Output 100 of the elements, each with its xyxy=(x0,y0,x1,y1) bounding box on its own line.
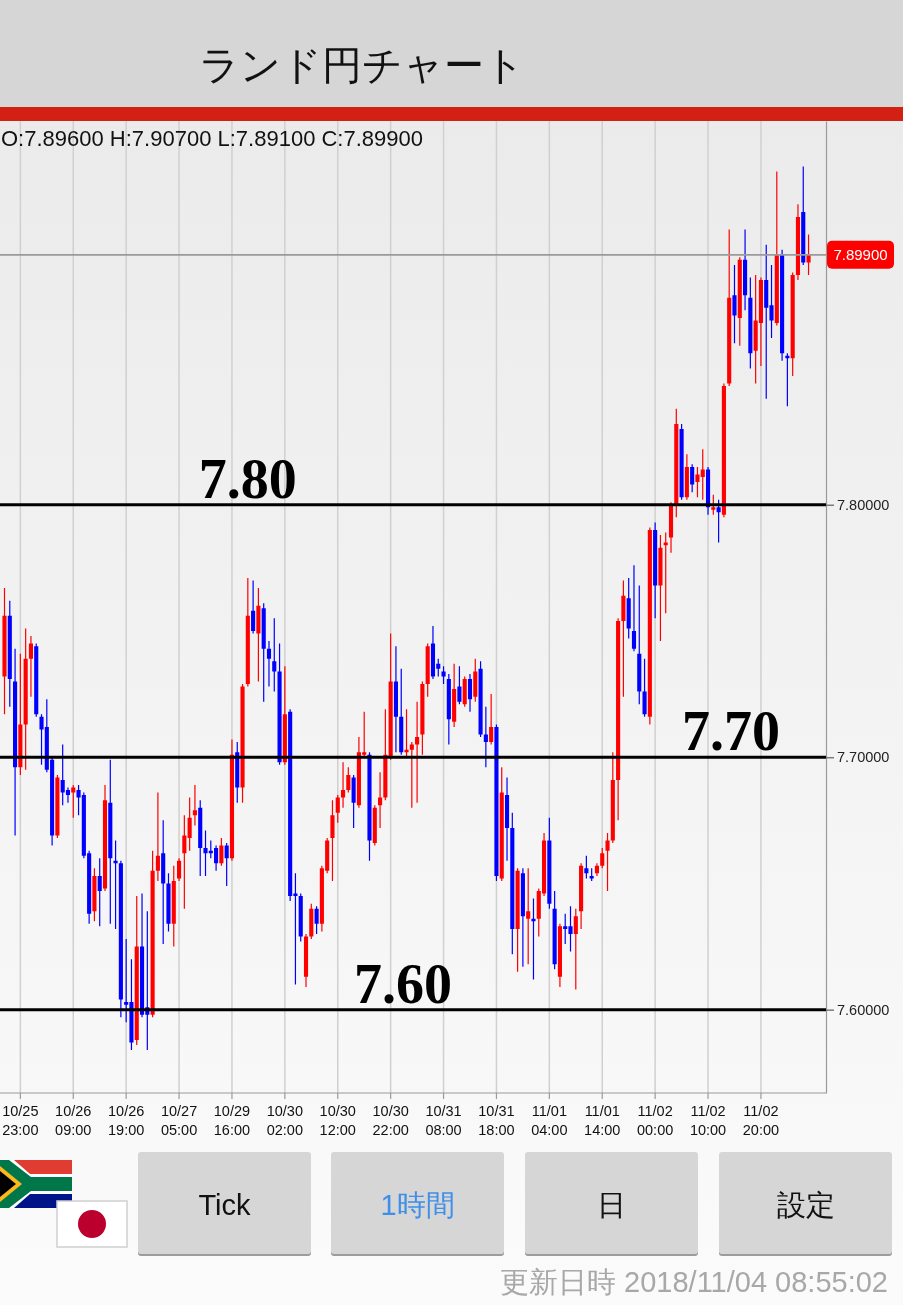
candlestick xyxy=(150,850,155,1018)
candlestick xyxy=(573,908,578,990)
candlestick xyxy=(266,641,272,687)
x-tick-label: 11/01 04:00 xyxy=(531,1103,568,1138)
y-tick-label: 7.80000 xyxy=(837,496,890,513)
candlestick xyxy=(668,502,674,553)
candlestick xyxy=(97,858,102,927)
candlestick xyxy=(478,661,483,738)
x-tick-label: 10/25 23:00 xyxy=(2,1103,39,1138)
candlestick xyxy=(372,805,377,846)
candlestick xyxy=(732,264,737,344)
chart-subtitle: O:7.89600 H:7.90700 L:7.89100 C:7.89900 xyxy=(1,126,424,151)
candlestick xyxy=(674,408,679,518)
candlestick xyxy=(504,777,510,861)
ref-line-label: 7.80 xyxy=(198,447,297,510)
candlestick xyxy=(23,628,28,770)
x-tick-label: 10/31 18:00 xyxy=(478,1103,515,1138)
x-tick-label: 11/02 20:00 xyxy=(742,1103,780,1138)
x-tick-label: 10/30 12:00 xyxy=(319,1103,356,1138)
candlestick xyxy=(430,625,436,679)
x-tick-label: 10/29 16:00 xyxy=(213,1103,251,1138)
text: 設定 xyxy=(776,1189,835,1221)
candlestick xyxy=(774,171,779,326)
x-tick-label: 10/30 22:00 xyxy=(372,1103,409,1138)
candlestick xyxy=(446,673,451,745)
candlestick xyxy=(240,684,245,803)
candlestick xyxy=(34,643,39,717)
candlestick xyxy=(494,724,499,881)
candlestick xyxy=(600,848,605,869)
candlestick xyxy=(340,762,346,808)
candlestick xyxy=(515,868,520,972)
candlestick xyxy=(489,694,494,745)
ref-line-label: 7.60 xyxy=(354,952,453,1015)
candlestick xyxy=(7,600,12,707)
candlestick xyxy=(393,646,398,753)
candlestick xyxy=(166,873,171,932)
candlestick xyxy=(743,229,748,311)
x-tick-label: 10/26 09:00 xyxy=(55,1103,92,1138)
candlestick xyxy=(229,739,235,861)
x-tick-label: 10/26 19:00 xyxy=(108,1103,145,1138)
candlestick xyxy=(351,774,356,828)
candlestick xyxy=(457,666,462,705)
candlestick xyxy=(13,648,18,836)
text: 1時間 xyxy=(380,1189,455,1221)
candlestick xyxy=(335,795,340,823)
candlestick xyxy=(198,800,203,876)
candlestick xyxy=(171,865,176,947)
candlestick xyxy=(192,784,197,826)
candlestick xyxy=(647,527,652,725)
y-tick-label: 7.60000 xyxy=(837,1001,890,1018)
y-tick-label: 7.70000 xyxy=(837,749,890,766)
candlestick xyxy=(605,832,610,892)
candlestick xyxy=(309,903,314,939)
candlestick xyxy=(118,860,123,1018)
candlestick xyxy=(92,868,97,922)
candlestick xyxy=(621,580,626,697)
candlestick xyxy=(251,580,256,634)
candlestick xyxy=(637,585,642,705)
candlestick xyxy=(737,257,742,346)
candlestick xyxy=(55,774,60,839)
candlestick xyxy=(277,643,282,765)
candlestick xyxy=(378,772,383,828)
candlestick xyxy=(594,863,600,876)
chart-title: ランド円チャート xyxy=(199,42,525,88)
x-tick-label: 11/02 10:00 xyxy=(689,1103,727,1138)
candlestick xyxy=(261,603,266,702)
x-tick-label: 10/27 05:00 xyxy=(160,1103,198,1138)
candlestick xyxy=(610,752,615,844)
candlestick xyxy=(134,896,139,1046)
candlestick xyxy=(452,663,457,727)
candlestick xyxy=(552,891,557,970)
candlestick xyxy=(330,800,335,881)
candlestick xyxy=(346,767,351,793)
candlestick xyxy=(642,658,647,717)
candlestick xyxy=(520,868,525,967)
candlestick xyxy=(679,423,684,500)
candlestick xyxy=(721,383,726,518)
candlestick xyxy=(690,464,695,493)
candlestick xyxy=(780,249,785,361)
candlestick xyxy=(415,701,420,803)
candlestick xyxy=(473,658,478,702)
candlestick xyxy=(631,565,637,652)
candlestick xyxy=(658,535,663,642)
candlestick xyxy=(705,466,711,515)
candlestick xyxy=(441,666,446,684)
candlestick xyxy=(303,933,309,987)
candlestick xyxy=(2,588,7,715)
candlestick xyxy=(420,681,425,755)
candlestick xyxy=(801,166,806,265)
text: 日 xyxy=(597,1189,626,1221)
candlestick xyxy=(182,815,187,909)
candlestick xyxy=(510,812,515,955)
candlestick xyxy=(161,820,166,945)
x-tick-label: 10/31 08:00 xyxy=(425,1103,462,1138)
candlestick xyxy=(367,752,372,861)
ref-line-label: 7.89900 xyxy=(833,246,888,264)
candlestick xyxy=(298,893,303,942)
candlestick xyxy=(653,522,658,619)
candlestick xyxy=(219,838,224,866)
candlestick xyxy=(102,784,108,892)
